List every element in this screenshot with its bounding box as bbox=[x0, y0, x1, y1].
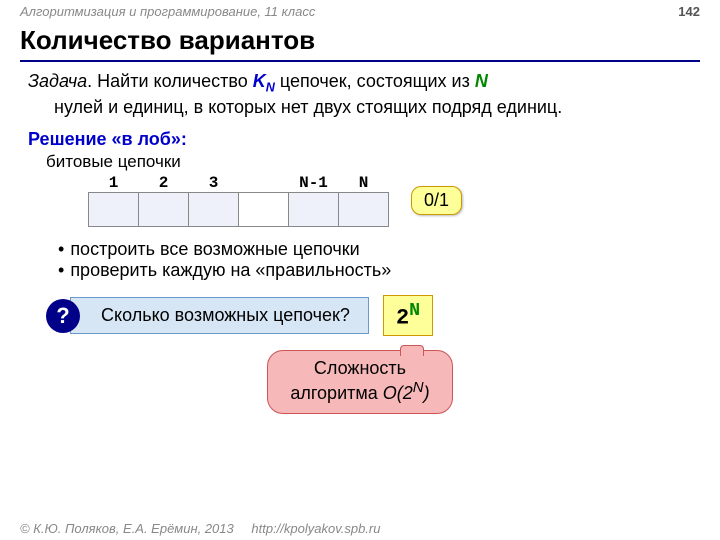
task-text-2: цепочек, состоящих из bbox=[275, 71, 475, 91]
list-item: построить все возможные цепочки bbox=[58, 239, 692, 260]
chain-head-2: 2 bbox=[139, 174, 189, 193]
complexity-bigO: O(2N) bbox=[383, 383, 430, 403]
chain-table: 1 2 3 N-1 N bbox=[88, 174, 389, 227]
task-text-1: . Найти количество bbox=[87, 71, 253, 91]
complexity-line1: Сложность bbox=[314, 358, 406, 378]
chain-cell bbox=[89, 193, 139, 227]
title-underline bbox=[20, 60, 700, 62]
task-text-3: нулей и единиц, в которых нет двух стоящ… bbox=[28, 96, 692, 119]
task-statement: Задача. Найти количество KN цепочек, сос… bbox=[28, 70, 692, 119]
chain-head-n: N bbox=[339, 174, 389, 193]
chain-cell bbox=[139, 193, 189, 227]
chain-head-3: 3 bbox=[189, 174, 239, 193]
copyright: © К.Ю. Поляков, Е.А. Ерёмин, 2013 bbox=[20, 521, 234, 536]
chain-cell bbox=[339, 193, 389, 227]
zero-one-badge: 0/1 bbox=[411, 186, 462, 215]
slide-footer: © К.Ю. Поляков, Е.А. Ерёмин, 2013 http:/… bbox=[20, 521, 380, 536]
chain-head-gap bbox=[239, 174, 289, 193]
chain-row: 1 2 3 N-1 N 0/1 bbox=[88, 174, 692, 227]
chain-head-n1: N-1 bbox=[289, 174, 339, 193]
task-label: Задача bbox=[28, 71, 87, 91]
bitchain-label: битовые цепочки bbox=[46, 152, 692, 172]
page-number: 142 bbox=[678, 4, 700, 19]
chain-cell bbox=[189, 193, 239, 227]
chain-head-1: 1 bbox=[89, 174, 139, 193]
chain-header-row: 1 2 3 N-1 N bbox=[89, 174, 389, 193]
chain-cell-gap bbox=[239, 193, 289, 227]
k-variable: KN bbox=[253, 71, 275, 91]
chain-cell-row bbox=[89, 193, 389, 227]
complexity-row: Сложность алгоритма O(2N) bbox=[28, 350, 692, 414]
slide-title: Количество вариантов bbox=[0, 21, 720, 58]
brute-force-label: Решение «в лоб»: bbox=[28, 129, 692, 150]
question-box: Сколько возможных цепочек? bbox=[70, 297, 369, 334]
answer-box: 2N bbox=[383, 295, 433, 335]
bullet-list: построить все возможные цепочки проверит… bbox=[58, 239, 692, 281]
complexity-line2-prefix: алгоритма bbox=[290, 383, 382, 403]
question-row: ? Сколько возможных цепочек? 2N bbox=[46, 295, 692, 335]
chain-cell bbox=[289, 193, 339, 227]
n-variable: N bbox=[475, 71, 488, 91]
question-mark-icon: ? bbox=[46, 299, 80, 333]
footer-url: http://kpolyakov.spb.ru bbox=[251, 521, 380, 536]
course-name: Алгоритмизация и программирование, 11 кл… bbox=[20, 4, 315, 19]
list-item: проверить каждую на «правильность» bbox=[58, 260, 692, 281]
slide-header: Алгоритмизация и программирование, 11 кл… bbox=[0, 0, 720, 21]
slide-content: Задача. Найти количество KN цепочек, сос… bbox=[0, 70, 720, 414]
complexity-box: Сложность алгоритма O(2N) bbox=[267, 350, 452, 414]
